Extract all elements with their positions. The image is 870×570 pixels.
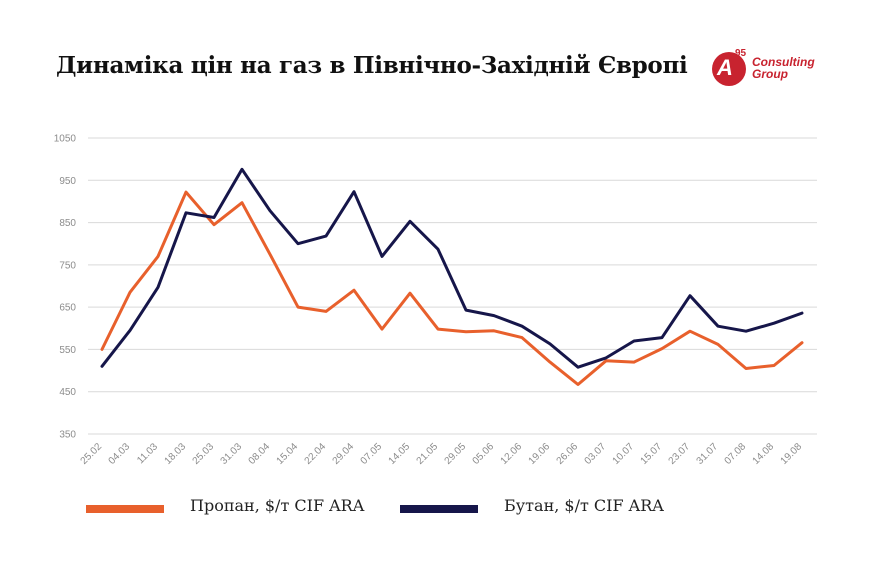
x-tick-label: 08.04: [247, 441, 273, 467]
logo-text: Consulting Group: [752, 56, 815, 80]
y-tick-label: 450: [59, 387, 76, 398]
y-tick-label: 350: [59, 430, 76, 441]
x-tick-label: 21.05: [415, 441, 441, 467]
series-line-propane: [100, 190, 804, 386]
x-tick-label: 15.07: [639, 441, 665, 467]
y-tick-label: 750: [59, 260, 76, 271]
x-tick-label: 15.04: [275, 441, 301, 467]
y-tick-label: 850: [59, 218, 76, 229]
x-tick-label: 19.06: [527, 441, 553, 467]
legend-swatch-butane: [400, 505, 478, 513]
legend-swatch-propane: [86, 505, 164, 513]
y-tick-label: 950: [59, 176, 76, 187]
y-tick-label: 1050: [54, 134, 77, 145]
x-tick-label: 05.06: [471, 441, 497, 467]
chart-legend: Пропан, $/т CIF ARA Бутан, $/т CIF ARA: [0, 496, 870, 520]
logo-line-2: Group: [752, 67, 788, 81]
x-tick-label: 18.03: [163, 441, 189, 467]
x-tick-label: 11.03: [135, 441, 160, 466]
logo-line-1: Consulting: [752, 55, 815, 69]
series-line-butane: [100, 167, 804, 369]
x-tick-label: 31.07: [695, 441, 721, 467]
page-title: Динаміка цін на газ в Північно-Західній …: [56, 52, 688, 79]
x-tick-label: 12.06: [499, 441, 525, 467]
x-tick-label: 19.08: [779, 441, 805, 467]
x-tick-label: 31.03: [219, 441, 245, 467]
x-tick-label: 29.05: [443, 441, 469, 467]
x-tick-label: 23.07: [667, 441, 693, 467]
x-tick-label: 03.07: [583, 441, 609, 467]
x-tick-label: 29.04: [331, 441, 357, 467]
x-tick-label: 14.08: [751, 441, 777, 467]
logo-badge: A: [712, 52, 746, 86]
legend-label-propane: Пропан, $/т CIF ARA: [190, 496, 365, 515]
x-tick-label: 26.06: [555, 441, 581, 467]
x-tick-label: 22.04: [303, 441, 329, 467]
company-logo: A 95 Consulting Group: [712, 48, 832, 90]
x-tick-label: 25.02: [79, 441, 105, 467]
x-tick-label: 10.07: [611, 441, 637, 467]
x-tick-label: 14.05: [387, 441, 413, 467]
legend-label-butane: Бутан, $/т CIF ARA: [504, 496, 664, 515]
x-tick-label: 07.05: [359, 441, 385, 467]
y-tick-label: 650: [59, 303, 76, 314]
logo-letter: A: [717, 55, 733, 80]
x-tick-label: 04.03: [107, 441, 133, 467]
x-tick-label: 25.03: [191, 441, 217, 467]
logo-superscript: 95: [735, 48, 747, 59]
x-tick-label: 07.08: [723, 441, 749, 467]
y-tick-label: 550: [59, 345, 76, 356]
